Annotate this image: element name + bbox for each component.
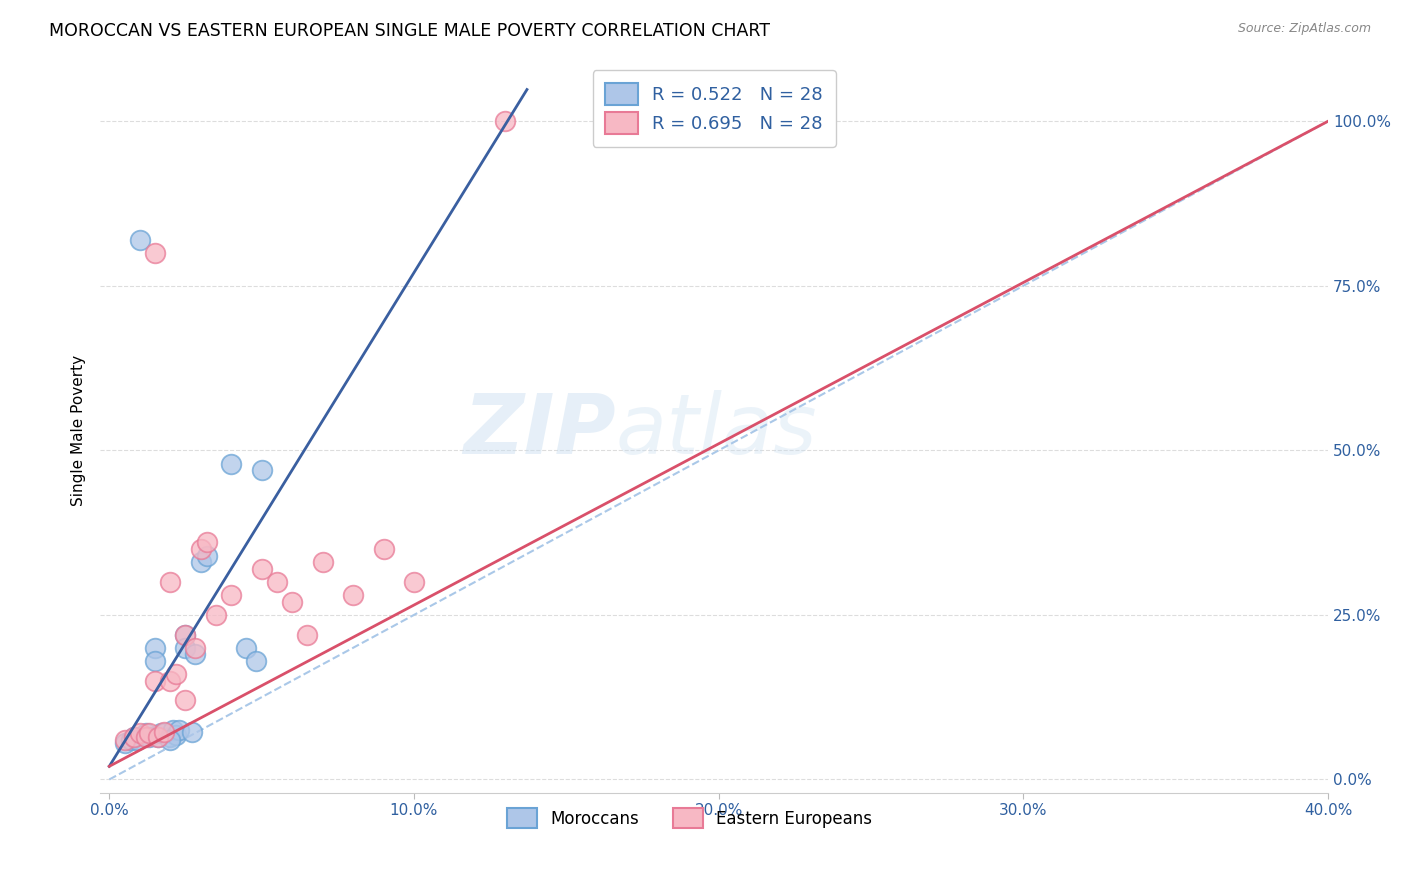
Y-axis label: Single Male Poverty: Single Male Poverty bbox=[72, 355, 86, 506]
Point bbox=[162, 723, 184, 738]
Point bbox=[373, 542, 395, 557]
Legend: Moroccans, Eastern Europeans: Moroccans, Eastern Europeans bbox=[501, 801, 879, 835]
Point bbox=[150, 726, 173, 740]
Point bbox=[114, 733, 136, 747]
Point bbox=[190, 542, 212, 557]
Point bbox=[174, 693, 197, 707]
Point bbox=[143, 640, 166, 655]
Point bbox=[165, 728, 187, 742]
Point bbox=[143, 673, 166, 688]
Point bbox=[245, 654, 267, 668]
Text: ZIP: ZIP bbox=[463, 390, 616, 471]
Text: atlas: atlas bbox=[616, 390, 817, 471]
Point bbox=[250, 463, 273, 477]
Point bbox=[235, 640, 257, 655]
Point bbox=[183, 640, 205, 655]
Point bbox=[146, 730, 169, 744]
Point bbox=[138, 730, 160, 744]
Point bbox=[174, 628, 197, 642]
Text: MOROCCAN VS EASTERN EUROPEAN SINGLE MALE POVERTY CORRELATION CHART: MOROCCAN VS EASTERN EUROPEAN SINGLE MALE… bbox=[49, 22, 770, 40]
Point bbox=[219, 457, 242, 471]
Point bbox=[159, 673, 181, 688]
Point bbox=[647, 114, 669, 128]
Point bbox=[120, 733, 142, 747]
Point bbox=[128, 233, 150, 247]
Point bbox=[114, 736, 136, 750]
Point bbox=[143, 245, 166, 260]
Point bbox=[153, 725, 176, 739]
Point bbox=[169, 723, 191, 738]
Point bbox=[165, 667, 187, 681]
Point bbox=[122, 730, 145, 744]
Point bbox=[153, 726, 176, 740]
Point bbox=[138, 726, 160, 740]
Point bbox=[159, 733, 181, 747]
Text: Source: ZipAtlas.com: Source: ZipAtlas.com bbox=[1237, 22, 1371, 36]
Point bbox=[135, 730, 157, 744]
Point bbox=[183, 648, 205, 662]
Point bbox=[266, 574, 288, 589]
Point bbox=[159, 574, 181, 589]
Point bbox=[174, 640, 197, 655]
Point bbox=[311, 555, 333, 569]
Point bbox=[125, 733, 148, 747]
Point bbox=[195, 535, 218, 549]
Point bbox=[205, 607, 228, 622]
Point bbox=[159, 730, 181, 744]
Point bbox=[143, 654, 166, 668]
Point bbox=[297, 628, 319, 642]
Point bbox=[494, 114, 516, 128]
Point bbox=[219, 588, 242, 602]
Point bbox=[195, 549, 218, 563]
Point bbox=[402, 574, 425, 589]
Point bbox=[342, 588, 364, 602]
Point bbox=[135, 726, 157, 740]
Point bbox=[146, 730, 169, 744]
Point bbox=[281, 595, 304, 609]
Point bbox=[122, 730, 145, 744]
Point bbox=[190, 555, 212, 569]
Point bbox=[180, 725, 202, 739]
Point bbox=[128, 726, 150, 740]
Point bbox=[250, 562, 273, 576]
Point bbox=[174, 628, 197, 642]
